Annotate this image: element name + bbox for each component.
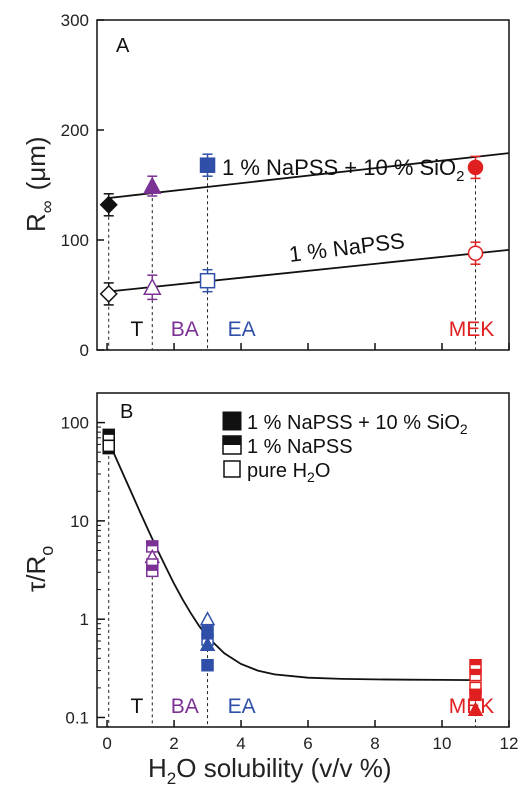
legend-marker-filled [222, 411, 242, 431]
panel-b-x-tick-label: 12 [500, 734, 518, 753]
panel-b-point-ba-half-fill [146, 565, 158, 571]
lower-fit-annotation: 1 % NaPSS [288, 228, 406, 267]
panel-a-point-ba [143, 277, 162, 296]
panel-b-solvent-label-ea: EA [228, 695, 256, 718]
legend-label-3-post: O [315, 460, 331, 482]
panel-a-point-ea [199, 157, 216, 173]
legend-label-1: 1 % NaPSS + 10 % SiO2 [247, 412, 468, 437]
legend-marker-half-fill [223, 436, 241, 445]
panel-a-y-tick-label: 0 [80, 341, 89, 360]
panel-b-legend: 1 % NaPSS + 10 % SiO2 1 % NaPSS pure H2O [222, 411, 468, 485]
panel-b-x-tick-label: 8 [370, 734, 379, 753]
panel-a-point-mek [467, 159, 484, 176]
panel-b-solvent-labels: T BA EA MEK [130, 695, 494, 718]
panel-b-point-t [102, 439, 115, 453]
panel-b-point-ea [201, 658, 214, 672]
x-axis-label-pre: H [148, 753, 167, 783]
panel-a-y-ticks: 0 100 200 300 [61, 11, 510, 360]
upper-fit-annotation: 1 % NaPSS + 10 % SiO2 [222, 155, 465, 185]
panel-b-solvent-label-mek: MEK [449, 695, 495, 718]
panel-b-x-tick-label: 0 [102, 734, 111, 753]
panel-b-y-axis-label-main: τ/R [21, 556, 51, 592]
panel-b-y-axis-label: τ/Ro [21, 546, 57, 592]
panel-a-point-ba [143, 176, 162, 194]
panel-b-y-axis-label-sub: o [37, 546, 57, 556]
panel-b-solvent-label-t: T [130, 695, 143, 718]
panel-b-solvent-label-ba: BA [171, 695, 199, 718]
panel-b-axis-ticks: 0.1 1 10 100 0 2 4 6 8 10 12 [61, 414, 518, 753]
panel-b-point-ea [199, 611, 216, 626]
legend-label-3-sub: 2 [307, 469, 315, 485]
panel-b-point-mek [469, 688, 482, 702]
x-axis-label-post: O solubility (v/v %) [176, 753, 391, 783]
panel-a-frame [96, 19, 510, 351]
x-axis-label-sub: 2 [167, 769, 176, 787]
panel-b-point-mek [467, 701, 484, 716]
panel-a-y-axis-label-sub: ∞ [37, 200, 57, 213]
panel-b-x-tick-label: 10 [433, 734, 452, 753]
upper-fit-annotation-text: 1 % NaPSS + 10 % SiO [222, 155, 456, 180]
panel-b-y-tick-label: 100 [61, 414, 89, 433]
panel-b-fit-curve-path [106, 437, 476, 681]
legend-marker-open [223, 460, 241, 478]
panel-a-y-tick-label: 300 [61, 11, 89, 30]
panel-b-point-ba-half-fill [146, 540, 158, 547]
panel-b-point-mek-half-fill [470, 669, 482, 676]
panel-a-fit-line-1 [106, 152, 510, 200]
panel-a-point-t [99, 195, 118, 214]
panel-a-solvent-label-ba: BA [171, 318, 199, 341]
legend-label-1-sub: 2 [460, 421, 468, 437]
panel-a-solvent-label-ea: EA [228, 318, 256, 341]
panel-b-y-tick-label: 10 [70, 512, 89, 531]
panel-a-y-axis-label-main: R [21, 213, 51, 232]
panel-a-solvent-label-t: T [130, 318, 143, 341]
panel-b-fit-curve [106, 437, 476, 681]
panel-a-points [99, 153, 484, 306]
panel-a-y-axis-label-unit: (μm) [21, 136, 51, 190]
legend-label-1-text: 1 % NaPSS + 10 % SiO [247, 412, 460, 434]
panel-a-point-mek [467, 245, 484, 261]
panel-a-y-axis-label: R∞ (μm) [21, 136, 57, 232]
panel-a-y-tick-label: 100 [61, 231, 89, 250]
panel-a-label: A [116, 35, 130, 57]
panel-b-point-t-half-fill [103, 429, 115, 435]
panel-b-x-tick-label: 2 [169, 734, 178, 753]
panel-b-point-mek-half-fill [470, 659, 482, 666]
panel-a-fit-lines [106, 152, 510, 293]
x-axis-label: H2O solubility (v/v %) [148, 753, 392, 787]
upper-fit-annotation-sub: 2 [456, 168, 464, 185]
panel-b-x-tick-label: 6 [303, 734, 312, 753]
legend-label-2: 1 % NaPSS [247, 436, 353, 458]
panel-b-y-tick-label: 1 [80, 610, 89, 629]
panel-b-label: B [120, 401, 133, 423]
panel-a-solvent-label-mek: MEK [449, 318, 495, 341]
panel-b-y-tick-label: 0.1 [65, 708, 89, 727]
panel-a-point-ea [199, 272, 216, 289]
panel-b-point-ea [199, 636, 216, 651]
legend-label-3-text: pure H [247, 460, 307, 482]
panel-a-y-tick-label: 200 [61, 121, 89, 140]
panel-a-point-t [99, 284, 118, 303]
legend-label-3: pure H2O [247, 460, 330, 485]
panel-b-points [102, 428, 484, 716]
panel-a-fit-line-2 [106, 249, 510, 293]
panel-a-solvent-labels: T BA EA MEK [130, 318, 494, 341]
panel-b-x-tick-label: 4 [236, 734, 245, 753]
